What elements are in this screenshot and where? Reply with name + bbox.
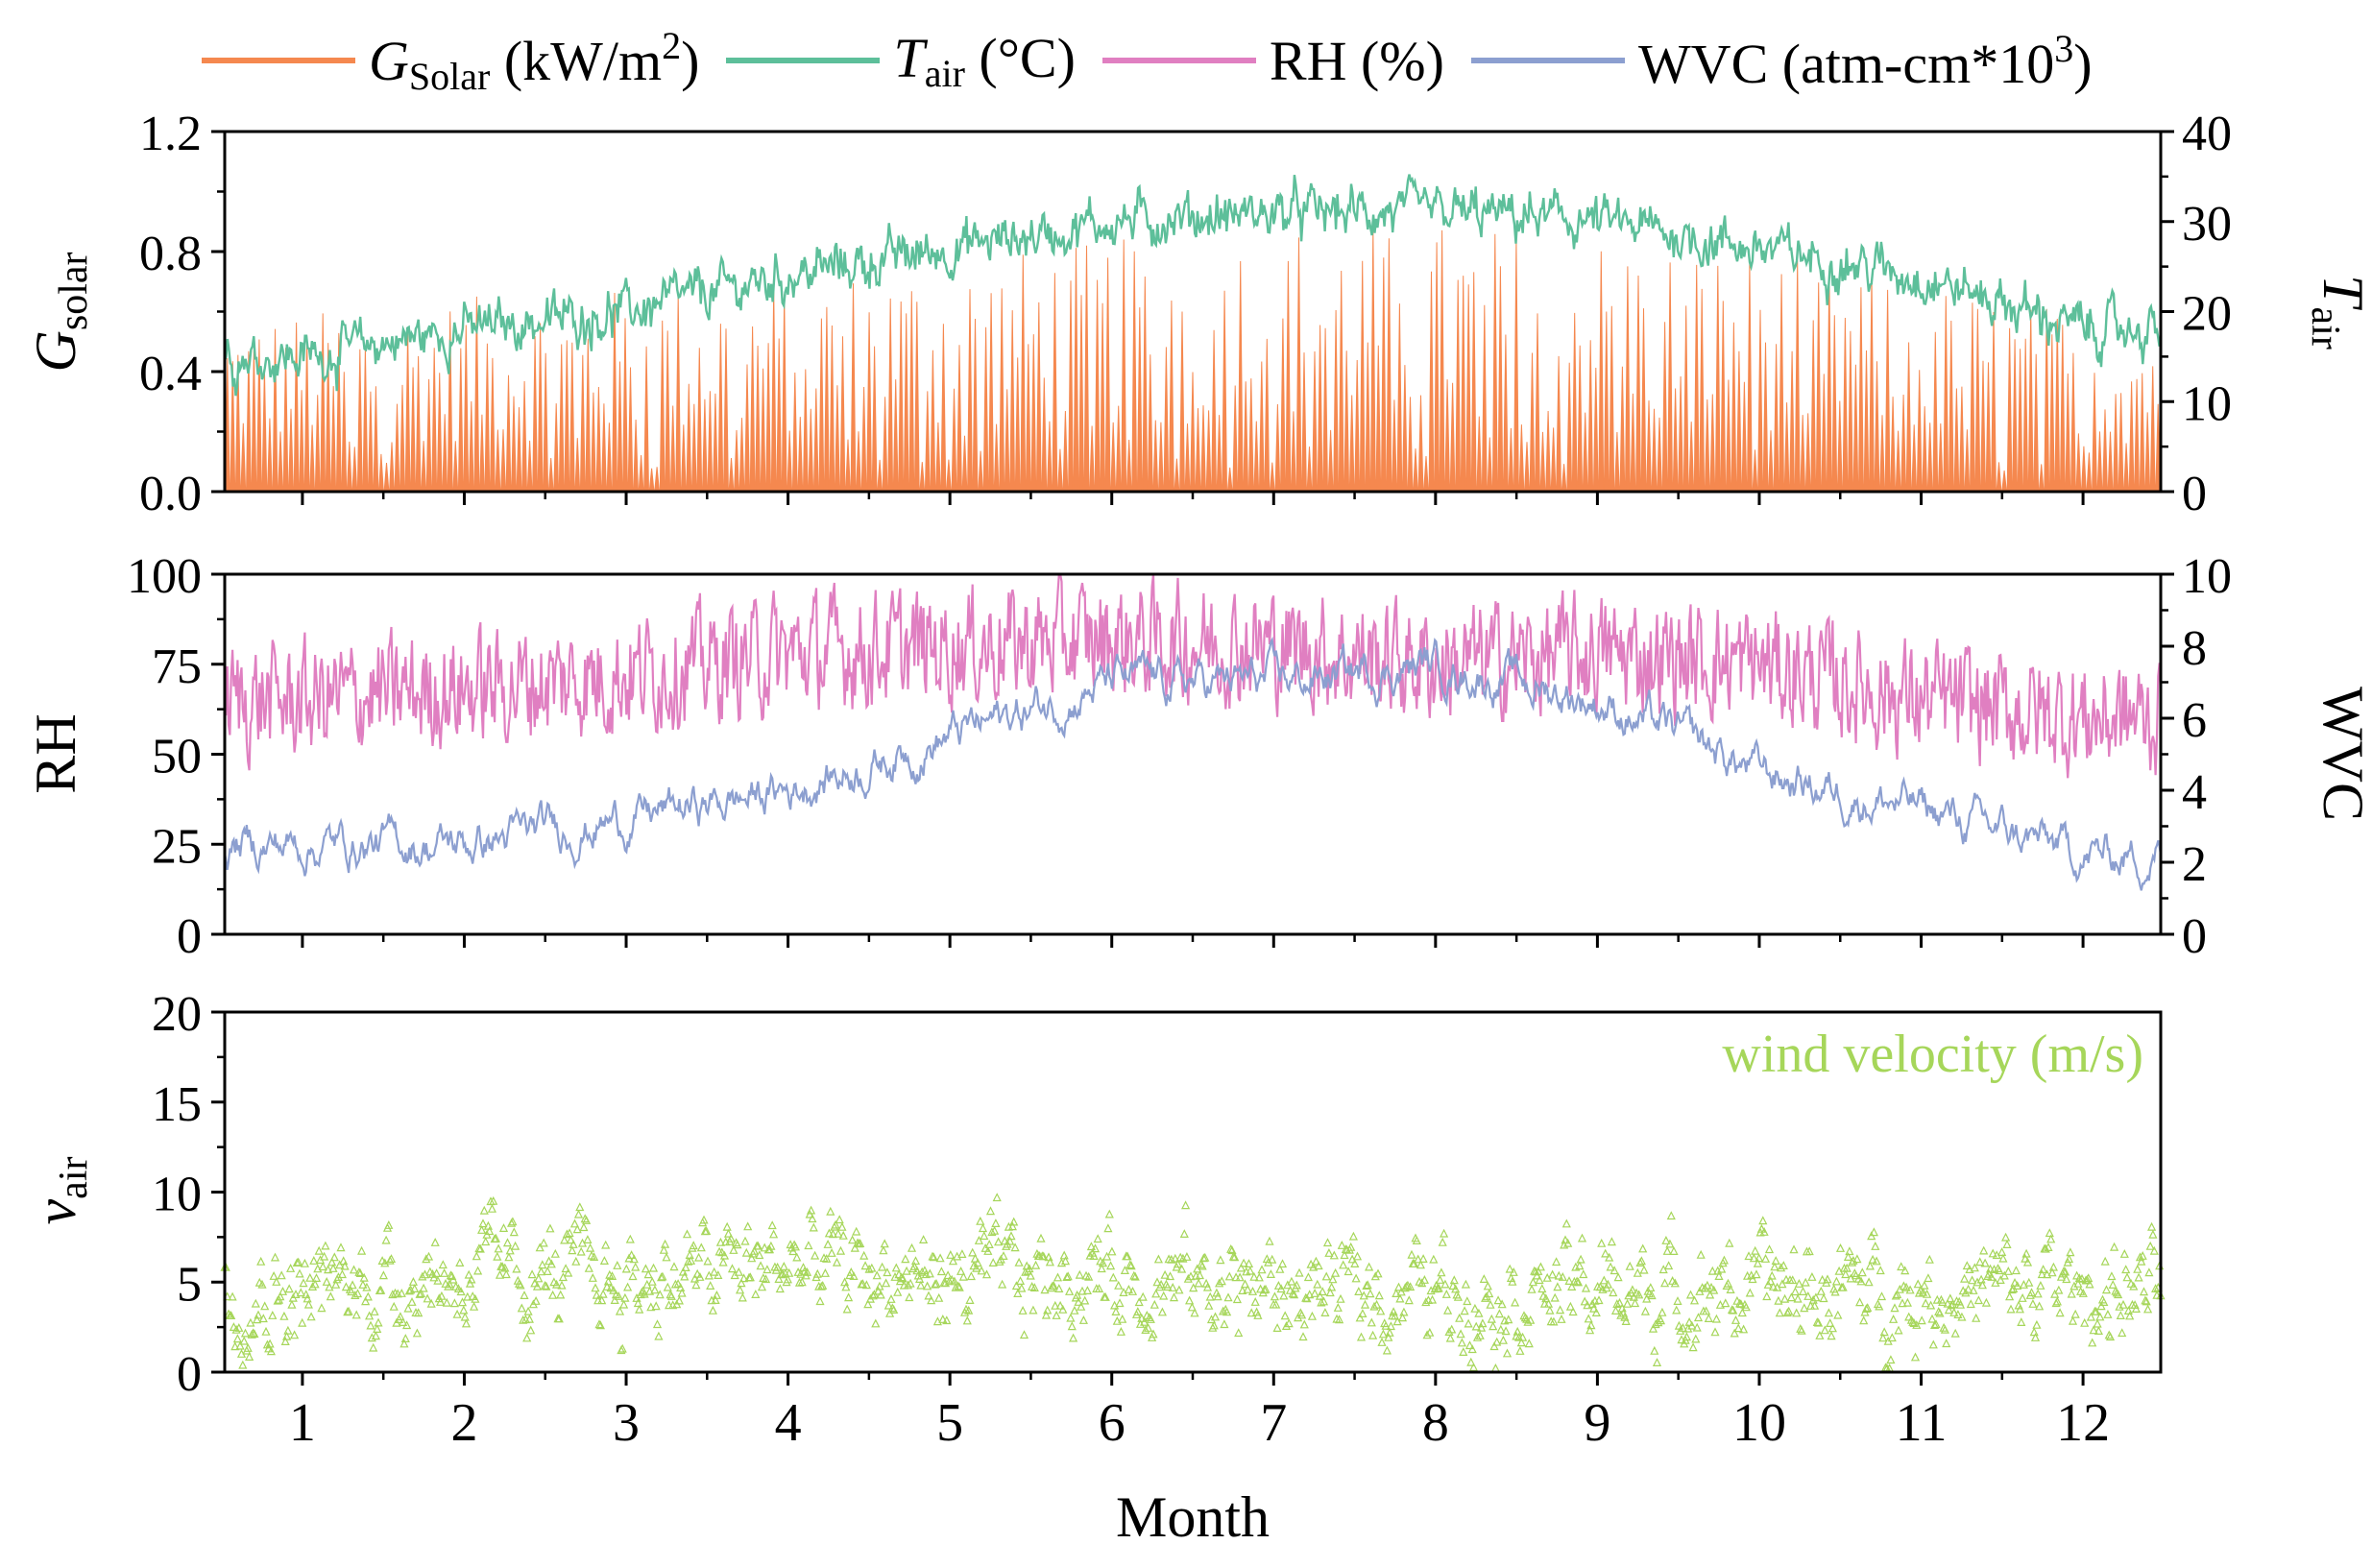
legend-rh-label: RH (%) <box>1269 29 1444 92</box>
legend-line-tair <box>726 58 881 63</box>
legend-wvc-close: ) <box>2073 32 2093 95</box>
y-left-tick-label: 0.0 <box>139 467 202 521</box>
legend-label-solar: GSolar (kW/m2) <box>369 23 699 99</box>
legend-item-tair: Tair (°C) <box>726 26 1076 96</box>
y-right-tick-label: 10 <box>2182 549 2232 604</box>
y-left-tick-label: 0 <box>177 909 202 964</box>
y-left-tick-label: 0.8 <box>139 227 202 281</box>
legend-solar-sup: 2 <box>662 23 682 67</box>
ylabel-tair: Tair <box>2303 275 2372 350</box>
tair-series <box>223 174 2163 397</box>
ylabel-wvc: WVC <box>2311 687 2372 821</box>
wind-annotation: wind velocity (m/s) <box>1722 1025 2143 1084</box>
y-left-tick-label: 20 <box>152 987 202 1042</box>
ylabel-gsolar-sub: solar <box>52 253 96 331</box>
ylabel-vair-sym: v <box>24 1198 87 1224</box>
legend-item-solar: GSolar (kW/m2) <box>202 23 699 99</box>
text-layer: wind velocity (m/s)0.00.40.81.2010203040… <box>24 107 2372 1549</box>
x-tick-label: 10 <box>1732 1393 1786 1453</box>
rh-series <box>223 572 2163 779</box>
ylabel-tair-sub: air <box>2303 307 2347 350</box>
legend-solar-sym: G <box>369 29 409 92</box>
y-left-tick-label: 10 <box>152 1168 202 1222</box>
x-tick-label: 3 <box>613 1393 640 1453</box>
legend-label-tair: Tair (°C) <box>893 26 1075 96</box>
x-tick-label: 12 <box>2056 1393 2110 1453</box>
y-left-tick-label: 5 <box>177 1257 202 1312</box>
legend-item-rh: RH (%) <box>1101 29 1444 93</box>
x-axis-title: Month <box>1116 1485 1270 1549</box>
y-right-tick-label: 40 <box>2182 107 2232 161</box>
ylabel-vair: vair <box>24 1157 96 1225</box>
x-tick-label: 9 <box>1584 1393 1610 1453</box>
data-layer <box>220 174 2166 1372</box>
x-tick-label: 2 <box>450 1393 477 1453</box>
legend-tair-sub: air <box>924 51 965 95</box>
y-left-tick-label: 50 <box>152 730 202 784</box>
x-tick-label: 6 <box>1099 1393 1125 1453</box>
y-right-tick-label: 6 <box>2182 693 2207 748</box>
y-right-tick-label: 20 <box>2182 287 2232 342</box>
solar-series <box>224 229 2162 493</box>
y-left-tick-label: 1.2 <box>139 107 202 161</box>
y-left-tick-label: 0.4 <box>139 347 202 401</box>
legend-line-wvc <box>1470 58 1625 63</box>
legend-solar-close: ) <box>681 29 700 92</box>
y-left-tick-label: 25 <box>152 819 202 874</box>
legend-line-rh <box>1101 58 1256 63</box>
ylabel-gsolar-sym: G <box>24 330 87 372</box>
panel-frame-2 <box>223 572 2163 936</box>
legend-tair-unit: (°C) <box>979 26 1076 89</box>
y-right-tick-label: 0 <box>2182 467 2207 521</box>
y-left-tick-label: 75 <box>152 639 202 694</box>
x-tick-label: 1 <box>289 1393 316 1453</box>
y-right-tick-label: 4 <box>2182 765 2207 820</box>
ylabel-rh: RH <box>24 713 87 793</box>
legend-solar-unit: (kW/m <box>503 29 663 92</box>
ylabel-tair-sym: T <box>2311 275 2372 310</box>
legend-wvc-sup: 3 <box>2054 26 2074 70</box>
frame-layer <box>211 130 2174 1386</box>
y-right-tick-label: 2 <box>2182 837 2207 892</box>
x-tick-label: 4 <box>775 1393 802 1453</box>
x-tick-label: 7 <box>1260 1393 1287 1453</box>
wind-scatter <box>220 1193 2166 1372</box>
wvc-series <box>223 636 2163 891</box>
y-right-tick-label: 8 <box>2182 621 2207 676</box>
ylabel-gsolar: Gsolar <box>24 253 96 373</box>
y-left-tick-label: 100 <box>127 549 202 604</box>
y-left-tick-label: 0 <box>177 1347 202 1402</box>
x-tick-label: 5 <box>936 1393 963 1453</box>
legend-solar-sub: Solar <box>408 54 491 98</box>
legend-label-wvc: WVC (atm-cm*103) <box>1638 26 2093 96</box>
legend-line-solar <box>202 58 355 63</box>
x-tick-label: 8 <box>1422 1393 1449 1453</box>
ylabel-vair-sub: air <box>52 1157 96 1199</box>
legend: GSolar (kW/m2) Tair (°C) RH (%) WVC (atm… <box>202 24 2119 98</box>
y-left-tick-label: 15 <box>152 1077 202 1132</box>
y-right-tick-label: 10 <box>2182 376 2232 431</box>
y-right-tick-label: 0 <box>2182 909 2207 964</box>
legend-item-wvc: WVC (atm-cm*103) <box>1470 26 2093 96</box>
x-tick-label: 11 <box>1896 1393 1948 1453</box>
legend-wvc-text: WVC (atm-cm*10 <box>1637 32 2055 95</box>
y-right-tick-label: 30 <box>2182 197 2232 252</box>
legend-tair-sym: T <box>893 26 925 89</box>
